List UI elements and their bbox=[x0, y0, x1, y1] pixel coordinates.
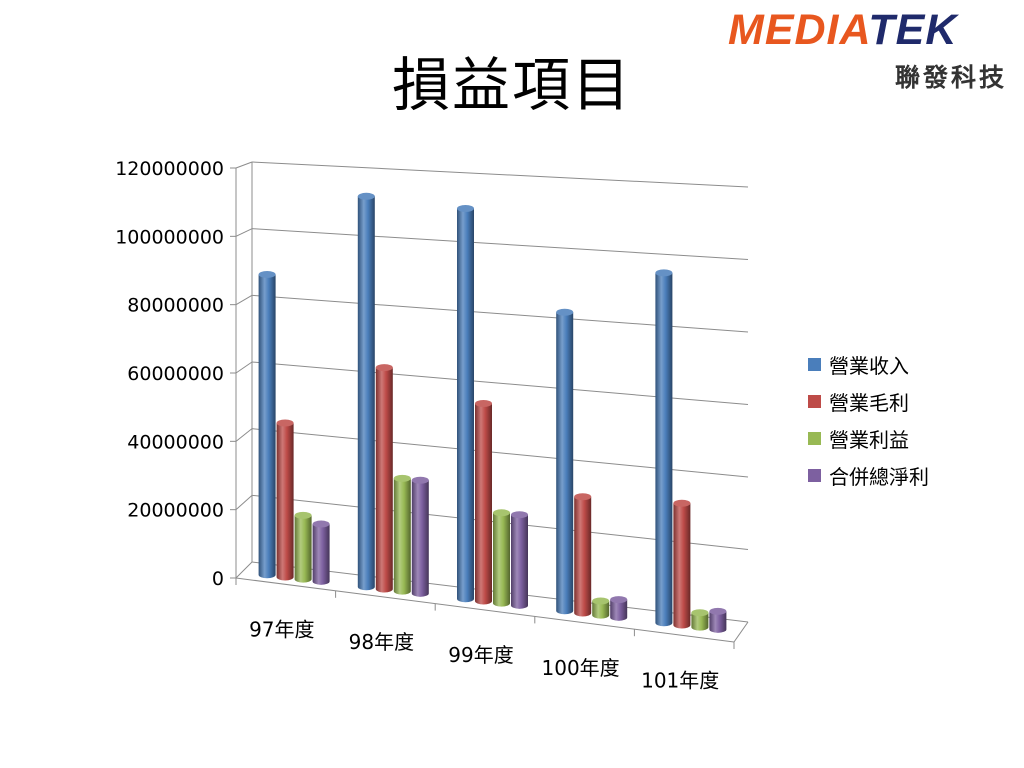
bar-4-4 bbox=[610, 596, 628, 621]
bar-4-2 bbox=[411, 476, 429, 597]
y-tick-label: 100000000 bbox=[115, 226, 224, 248]
gridline bbox=[251, 161, 749, 188]
gridline bbox=[251, 428, 749, 478]
x-category-label: 98年度 bbox=[349, 630, 414, 654]
gridline bbox=[251, 361, 749, 405]
bar-3-3 bbox=[493, 509, 510, 607]
legend-item: 營業毛利 bbox=[808, 383, 929, 420]
chart-bars bbox=[258, 192, 727, 633]
logo-brand-left: MEDIA bbox=[728, 6, 869, 54]
legend-swatch bbox=[808, 358, 821, 371]
gridline-side bbox=[235, 161, 253, 169]
mediatek-logo: MEDIATEK 聯發科技 bbox=[728, 6, 1013, 96]
legend-item: 營業收入 bbox=[808, 346, 929, 383]
legend-label: 合併總淨利 bbox=[829, 465, 929, 489]
logo-brand-right: TEK bbox=[868, 6, 958, 54]
y-tick-label: 0 bbox=[212, 568, 224, 590]
x-category-label: 101年度 bbox=[641, 669, 719, 693]
bar-1-4 bbox=[556, 308, 574, 615]
bar-3-4 bbox=[592, 597, 610, 619]
legend-label: 營業毛利 bbox=[829, 391, 909, 415]
legend-swatch bbox=[808, 469, 821, 482]
legend-item: 營業利益 bbox=[808, 420, 929, 457]
bar-2-4 bbox=[574, 493, 592, 617]
bar-1-1 bbox=[258, 270, 276, 579]
legend-item: 合併總淨利 bbox=[808, 457, 929, 494]
y-tick-label: 80000000 bbox=[127, 295, 224, 317]
legend-swatch bbox=[808, 395, 821, 408]
bar-2-2 bbox=[375, 364, 393, 593]
bar-4-5 bbox=[709, 607, 727, 633]
gridline-side bbox=[235, 428, 253, 442]
gridline-side bbox=[235, 494, 253, 511]
x-category-label: 99年度 bbox=[448, 643, 513, 667]
x-category-label: 100年度 bbox=[542, 656, 620, 680]
legend-label: 營業收入 bbox=[829, 354, 909, 378]
y-tick-label: 20000000 bbox=[127, 500, 224, 522]
bar-3-2 bbox=[393, 474, 411, 595]
gridline bbox=[251, 294, 749, 333]
gridline-side bbox=[235, 228, 253, 237]
gridline bbox=[251, 228, 749, 260]
chart-legend: 營業收入營業毛利營業利益合併總淨利 bbox=[808, 346, 929, 494]
bar-1-3 bbox=[457, 205, 474, 603]
floor-edge bbox=[733, 621, 749, 643]
slide-title: 損益項目 bbox=[391, 51, 632, 119]
y-tick-label: 40000000 bbox=[127, 431, 224, 453]
y-tick-label: 60000000 bbox=[127, 363, 224, 385]
bar-2-3 bbox=[475, 400, 492, 605]
x-axis bbox=[235, 577, 735, 643]
logo-chinese-name: 聯發科技 bbox=[894, 63, 1007, 92]
gridline-side bbox=[235, 561, 253, 579]
gridline-side bbox=[235, 294, 253, 306]
bar-4-3 bbox=[511, 511, 528, 609]
bar-2-5 bbox=[673, 499, 691, 629]
gridline-side bbox=[235, 361, 253, 374]
bar-3-5 bbox=[691, 609, 709, 631]
logo-brand-text: MEDIATEK bbox=[728, 6, 957, 55]
x-category-label: 97年度 bbox=[249, 617, 314, 641]
legend-swatch bbox=[808, 432, 821, 445]
bar-3-1 bbox=[294, 511, 312, 583]
bar-1-5 bbox=[655, 269, 673, 627]
bar-4-1 bbox=[312, 520, 330, 585]
legend-label: 營業利益 bbox=[829, 428, 909, 452]
bar-1-2 bbox=[357, 192, 375, 591]
bar-2-1 bbox=[276, 419, 294, 581]
y-tick-label: 120000000 bbox=[115, 158, 224, 180]
